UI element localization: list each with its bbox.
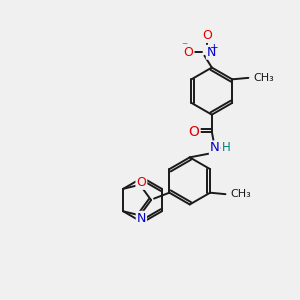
Text: H: H	[222, 141, 230, 154]
Text: +: +	[210, 43, 218, 52]
Text: O: O	[184, 46, 194, 59]
Text: O: O	[202, 29, 212, 42]
Text: N: N	[210, 141, 220, 154]
Text: N: N	[207, 46, 216, 59]
Text: N: N	[137, 212, 146, 225]
Text: O: O	[136, 176, 146, 189]
Text: ⁻: ⁻	[181, 40, 187, 53]
Text: CH₃: CH₃	[254, 73, 274, 83]
Text: CH₃: CH₃	[230, 189, 250, 199]
Text: O: O	[189, 125, 200, 139]
